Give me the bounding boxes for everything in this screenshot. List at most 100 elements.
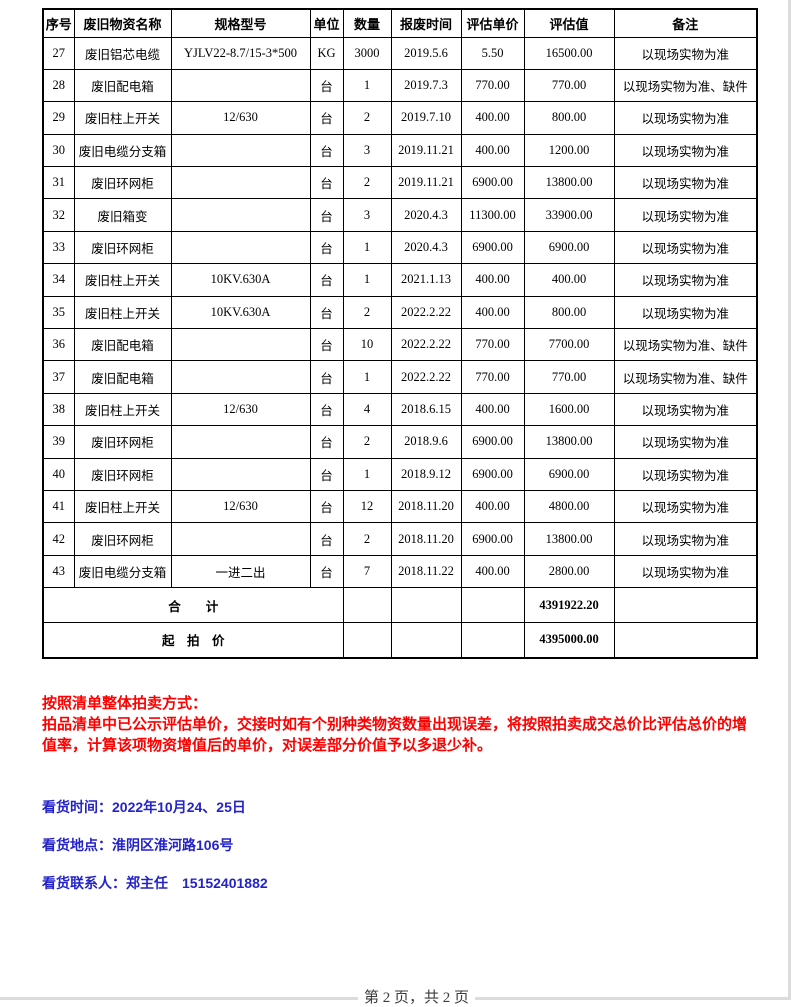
- reserve-remark-cell: [613, 622, 758, 659]
- cell-name: 废旧电缆分支箱: [73, 554, 172, 589]
- cell-remark: 以现场实物为准: [613, 101, 758, 135]
- cell-no: 33: [42, 230, 75, 265]
- column-header: 单位: [309, 8, 344, 38]
- cell-spec: [170, 360, 311, 394]
- reserve-price-label: 起 拍 价: [42, 622, 344, 659]
- cell-no: 34: [42, 263, 75, 297]
- reserve-date-cell: [390, 622, 462, 659]
- cell-value: 1600.00: [523, 392, 615, 427]
- cell-remark: 以现场实物为准: [613, 295, 758, 330]
- cell-name: 废旧环网柜: [73, 425, 172, 459]
- cell-remark: 以现场实物为准: [613, 166, 758, 200]
- cell-unit: 台: [309, 392, 344, 427]
- cell-price: 400.00: [460, 263, 525, 297]
- cell-value: 7700.00: [523, 328, 615, 362]
- cell-no: 31: [42, 166, 75, 200]
- cell-name: 废旧环网柜: [73, 166, 172, 200]
- cell-remark: 以现场实物为准: [613, 263, 758, 297]
- cell-qty: 1: [342, 360, 392, 394]
- auction-terms-note: 按照清单整体拍卖方式： 拍品清单中已公示评估单价，交接时如有个别种类物资数量出现…: [42, 693, 754, 756]
- cell-no: 37: [42, 360, 75, 394]
- table-row: 38 废旧柱上开关 12/630 台 4 2018.6.15 400.00 1600.00 以现…: [42, 392, 758, 427]
- cell-spec: 12/630: [170, 101, 311, 135]
- cell-unit: 台: [309, 263, 344, 297]
- cell-price: 770.00: [460, 360, 525, 394]
- cell-unit: 台: [309, 328, 344, 362]
- total-qty-cell: [342, 587, 392, 624]
- cell-name: 废旧柱上开关: [73, 295, 172, 330]
- reserve-price-row: 起 拍 价 4395000.00: [42, 622, 758, 659]
- cell-no: 39: [42, 425, 75, 459]
- cell-remark: 以现场实物为准: [613, 489, 758, 524]
- table-row: 27 废旧铝芯电缆 YJLV22-8.7/15-3*500 KG 3000 2019.5.…: [42, 36, 758, 70]
- cell-price: 6900.00: [460, 457, 525, 491]
- auction-terms-body: 拍品清单中已公示评估单价，交接时如有个别种类物资数量出现误差，将按照拍卖成交总价…: [42, 716, 748, 754]
- cell-qty: 12: [342, 489, 392, 524]
- column-header: 备注: [613, 8, 758, 38]
- cell-date: 2019.7.10: [390, 101, 462, 135]
- cell-unit: 台: [309, 489, 344, 524]
- cell-name: 废旧柱上开关: [73, 263, 172, 297]
- cell-date: 2019.5.6: [390, 36, 462, 70]
- cell-unit: KG: [309, 36, 344, 70]
- cell-spec: [170, 328, 311, 362]
- column-header: 评估单价: [460, 8, 525, 38]
- cell-spec: 一进二出: [170, 554, 311, 589]
- cell-value: 6900.00: [523, 457, 615, 491]
- table-row: 37 废旧配电箱台 1 2022.2.22 770.00 770.00 以现场实物为准、缺件: [42, 360, 758, 394]
- cell-name: 废旧柱上开关: [73, 489, 172, 524]
- cell-date: 2018.11.22: [390, 554, 462, 589]
- cell-value: 800.00: [523, 295, 615, 330]
- table-row: 31 废旧环网柜 台 2 2019.11.21 6900.00 13800.00 以现场实物为…: [42, 166, 758, 200]
- cell-price: 400.00: [460, 392, 525, 427]
- table-row: 41 废旧柱上开关 12/630 台 12 2018.11.20 400.00 4800.00…: [42, 489, 758, 524]
- cell-qty: 1: [342, 457, 392, 491]
- cell-name: 废旧电缆分支箱: [73, 133, 172, 168]
- table-row: 29 废旧柱上开关 12/630 台 2 2019.7.10 400.00 800.00 以现场…: [42, 101, 758, 135]
- cell-unit: 台: [309, 360, 344, 394]
- cell-value: 6900.00: [523, 230, 615, 265]
- cell-unit: 台: [309, 166, 344, 200]
- cell-price: 770.00: [460, 68, 525, 103]
- reserve-price-value: 4395000.00: [523, 622, 615, 659]
- cell-name: 废旧配电箱: [73, 68, 172, 103]
- table-row: 43 废旧电缆分支箱 一进二出台 7 2018.11.22 400.00 2800.00 以现…: [42, 554, 758, 589]
- total-value: 4391922.20: [523, 587, 615, 624]
- page-number-footer: 第 2 页，共 2 页: [0, 986, 795, 1007]
- cell-remark: 以现场实物为准、缺件: [613, 328, 758, 362]
- cell-spec: [170, 166, 311, 200]
- reserve-qty-cell: [342, 622, 392, 659]
- cell-no: 41: [42, 489, 75, 524]
- table-row: 33 废旧环网柜台 1 2020.4.3 6900.00 6900.00 以现场实物为准: [42, 230, 758, 265]
- cell-remark: 以现场实物为准、缺件: [613, 360, 758, 394]
- cell-spec: [170, 68, 311, 103]
- auction-terms-heading: 按照清单整体拍卖方式：: [42, 695, 208, 712]
- cell-date: 2018.6.15: [390, 392, 462, 427]
- cell-no: 40: [42, 457, 75, 491]
- cell-date: 2019.7.3: [390, 68, 462, 103]
- cell-qty: 4: [342, 392, 392, 427]
- cell-no: 29: [42, 101, 75, 135]
- table-row: 39 废旧环网柜 台 2 2018.9.6 6900.00 13800.00 以现场实物为准: [42, 425, 758, 459]
- cell-qty: 2: [342, 166, 392, 200]
- cell-name: 废旧铝芯电缆: [73, 36, 172, 70]
- cell-spec: YJLV22-8.7/15-3*500: [170, 36, 311, 70]
- cell-no: 43: [42, 554, 75, 589]
- viewing-place-line: 看货地点：淮阴区淮河路106号: [42, 837, 234, 853]
- cell-remark: 以现场实物为准: [613, 392, 758, 427]
- cell-qty: 2: [342, 522, 392, 556]
- cell-name: 废旧环网柜: [73, 457, 172, 491]
- reserve-unit-price-cell: [460, 622, 525, 659]
- viewing-contact-line: 看货联系人：郑主任 15152401882: [42, 875, 268, 891]
- cell-name: 废旧柱上开关: [73, 392, 172, 427]
- cell-price: 5.50: [460, 36, 525, 70]
- viewing-time-line: 看货时间：2022年10月24、25日: [42, 799, 246, 815]
- table-row: 36 废旧配电箱 台 10 2022.2.22 770.00 7700.00 以现场实物为准、…: [42, 328, 758, 362]
- total-row: 合 计 4391922.20: [42, 587, 758, 624]
- cell-value: 13800.00: [523, 522, 615, 556]
- cell-no: 35: [42, 295, 75, 330]
- cell-no: 38: [42, 392, 75, 427]
- cell-spec: [170, 457, 311, 491]
- table-row: 28 废旧配电箱台 1 2019.7.3 770.00 770.00 以现场实物为准、缺件: [42, 68, 758, 103]
- cell-no: 36: [42, 328, 75, 362]
